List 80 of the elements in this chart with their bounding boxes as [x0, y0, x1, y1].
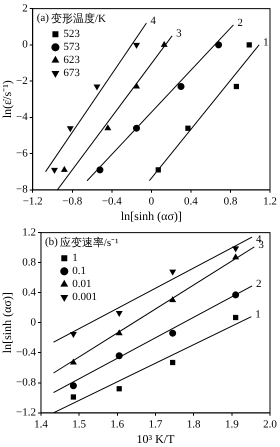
point	[116, 310, 122, 316]
series-label: 2	[256, 278, 262, 290]
y-tick-label: −2	[16, 74, 28, 87]
x-axis-title: 10³ K/T	[136, 432, 176, 446]
x-tick-label: 0	[148, 195, 155, 208]
y-tick-label: −6	[16, 147, 28, 160]
y-tick-label: −0.8	[16, 376, 36, 389]
legend-label: 523	[63, 28, 80, 40]
x-tick-label: 1.8	[186, 418, 202, 430]
y-tick-label: 0	[30, 316, 36, 329]
point	[246, 42, 252, 48]
legend-label: 0.01	[72, 278, 92, 290]
y-tick-label: 0.8	[22, 256, 36, 269]
legend-title: 变形温度/K	[50, 12, 106, 25]
x-tick-label: 1.6	[110, 418, 125, 430]
point	[94, 84, 100, 90]
x-tick-label: 1.4	[34, 418, 48, 430]
x-axis-title: ln[sinh (ασ)]	[120, 209, 182, 224]
y-tick-label: −0.4	[16, 346, 36, 359]
point	[70, 358, 76, 364]
point	[178, 83, 185, 90]
series-label: 2	[237, 16, 243, 29]
legend-title: 应变速率/s⁻¹	[60, 236, 118, 249]
point	[156, 167, 161, 172]
point	[232, 291, 240, 298]
point	[61, 166, 68, 172]
point	[96, 166, 104, 174]
point	[70, 394, 76, 400]
annotation: (a)	[36, 12, 50, 24]
point	[67, 126, 74, 132]
x-tick-label: 0.4	[184, 195, 198, 208]
legend-label: 1	[72, 252, 78, 264]
x-tick-label: 1.7	[148, 418, 163, 430]
y-tick-label: 0	[22, 38, 28, 51]
point	[133, 42, 140, 48]
x-tick-label: 2.0	[263, 418, 278, 430]
point	[104, 124, 111, 130]
y-tick-label: 2	[22, 2, 28, 14]
point	[133, 83, 140, 89]
point	[233, 314, 238, 320]
point	[232, 254, 239, 260]
point	[170, 296, 176, 302]
y-tick-label: 1.2	[22, 226, 36, 238]
legend-label: 0.1	[72, 265, 86, 278]
x-tick-label: 1.2	[263, 195, 277, 208]
y-tick-label: −1.2	[16, 406, 36, 419]
point	[161, 41, 168, 47]
x-tick-label: −0.8	[62, 195, 83, 208]
y-tick-label: 0.4	[22, 286, 36, 299]
x-tick-label: 1.9	[224, 418, 240, 430]
legend-label: 623	[63, 54, 80, 66]
x-tick-label: 0.8	[224, 195, 238, 208]
point	[116, 330, 122, 336]
series-label: 1	[255, 308, 261, 321]
legend-label: 0.001	[72, 291, 98, 304]
annotation: (b)	[44, 236, 58, 248]
series-label: 1	[263, 36, 269, 49]
point	[232, 246, 239, 252]
point	[116, 352, 123, 360]
series-label: 3	[176, 28, 182, 40]
legend-label: 573	[63, 41, 80, 54]
point	[170, 360, 176, 366]
y-tick-label: −8	[16, 184, 28, 196]
point	[116, 386, 122, 392]
x-tick-label: 1.5	[72, 418, 87, 430]
y-axis-title: ln[sinh (ασ)]	[0, 292, 14, 354]
x-tick-label: −0.4	[102, 195, 122, 208]
series-label: 4	[150, 14, 156, 27]
point	[51, 168, 58, 174]
legend-label: 673	[63, 67, 80, 80]
point	[215, 41, 222, 48]
point	[170, 270, 176, 276]
y-axis-title: ln(ε̇/s⁻¹)	[0, 80, 14, 118]
point	[70, 332, 76, 338]
point	[169, 330, 176, 337]
point	[70, 382, 77, 390]
point	[234, 84, 240, 90]
point	[185, 126, 191, 131]
point	[133, 124, 140, 132]
y-tick-label: −4	[16, 111, 28, 124]
